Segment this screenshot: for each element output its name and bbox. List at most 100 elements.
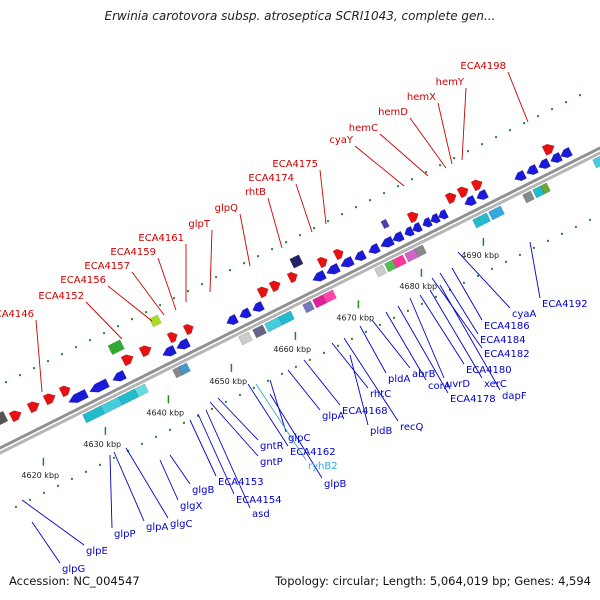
tick-dot [588,218,591,221]
reverse-label-cyaa-31: cyaA [512,309,537,320]
tick-dot [378,323,381,326]
forward-gene [444,192,457,205]
reverse-gene [430,212,441,224]
reverse-label-xerc-26: xerC [484,379,507,390]
reverse-gene [112,369,127,382]
tick-dot [131,318,134,321]
tick-dot [238,393,241,396]
reverse-label-glpb-14: glpB [324,479,346,490]
reverse-label-abrb-21-leader [371,319,411,369]
tick-dot [243,262,246,265]
tick-dot [5,381,8,384]
reverse-label-eca4182-28-leader [431,277,483,349]
reverse-label-xerc-26-leader [429,289,483,379]
reverse-block [178,362,191,376]
reverse-label-plda-20-leader [359,325,387,374]
reverse-label-eca4186-30-leader [451,267,483,321]
reverse-label-eca4154-8: ECA4154 [236,495,282,506]
forward-gene [316,256,328,269]
forward-label-eca4152: ECA4152 [38,291,84,302]
tick-dot [518,253,521,256]
reverse-label-asd-9-leader [205,409,251,509]
forward-label-hemc: hemC [349,123,378,134]
tick-dot [537,115,540,118]
reverse-block [522,190,535,204]
reverse-gene [226,313,239,326]
reverse-block [540,182,551,195]
reverse-label-glpa-15-leader [287,369,321,411]
tick-dot [364,330,367,333]
forward-label-eca4156-leader [107,285,153,322]
reverse-label-glgc-4: glgC [170,519,192,530]
forward-gene [166,331,178,344]
tick-dot [33,367,36,370]
kbp-4680-label: 4680 kbp [399,282,437,291]
tick-dot [61,353,64,356]
reverse-label-cyaa-31-leader [457,251,511,309]
tick-dot [56,484,59,487]
reverse-label-glpp-2: glpP [114,529,136,540]
reverse-gene [550,151,563,164]
tick-dot [383,192,386,195]
reverse-gene [312,269,327,282]
forward-label-eca4198: ECA4198 [460,61,506,72]
forward-gene [268,280,281,293]
reverse-label-glpb-14-leader [269,393,323,479]
reverse-gene [514,169,527,182]
kbp-4630-label: 4630 kbp [83,440,121,449]
forward-gene [332,248,344,261]
label-layer: ECA4146 ECA4152 ECA4156 ECA4157 ECA4159 ECA41… [0,61,588,575]
tick-dot [103,332,106,335]
reverse-label-rhtc-18: rhtC [370,389,391,400]
tick-dot [327,220,330,223]
reverse-gene [89,378,110,393]
reverse-gene [538,157,551,170]
backbone-lower [0,151,600,455]
reverse-label-glpa-3-leader [113,451,145,522]
tick-dot [434,295,437,298]
forward-label-cyay: cyaY [329,135,354,146]
tick-dot [145,311,148,314]
forward-gene [541,143,555,156]
tick-dot [75,346,78,349]
reverse-label-glpa-3: glpA [146,522,168,533]
tick-dot [462,281,465,284]
map-title: Erwinia carotovora subsp. atroseptica SC… [104,9,496,23]
forward-gene [42,393,56,406]
tick-dot [252,386,255,389]
kbp-4660-label: 4660 kbp [273,345,311,354]
forward-label-glpq: glpQ [215,203,238,214]
reverse-label-eca4192-32-leader [529,241,541,299]
backbone-layer [0,146,600,455]
reverse-block [374,264,387,278]
tick-dot [551,108,554,111]
tick-dot [159,304,162,307]
reverse-label-eca4153-7-leader [189,419,217,477]
accession-text: Accession: NC_004547 [9,574,140,588]
reverse-label-glpe-1-leader [21,499,85,546]
tick-dot [336,344,339,347]
tick-dot [532,246,535,249]
tick-dot [201,283,204,286]
forward-label-eca4156: ECA4156 [60,275,106,286]
tick-dot [271,248,274,251]
tick-dot [42,491,45,494]
reverse-gene [526,163,539,176]
forward-block-indigo [380,218,390,230]
tick-dot [187,290,190,293]
reverse-gene [392,230,405,243]
tick-dot [397,185,400,188]
tick-dot [257,255,260,258]
forward-label-eca4157: ECA4157 [84,261,130,272]
reverse-label-glpp-2-leader [109,454,113,529]
tick-dot [425,171,428,174]
tick-dot [210,407,213,410]
reverse-block [278,310,295,326]
forward-label-glpt: glpT [188,219,210,230]
reverse-label-glpa-15: glpA [322,411,344,422]
rna-label-ryhb2: ryhB2 [308,461,338,472]
forward-label-eca4146-leader [35,319,43,393]
reverse-label-uvrd-24-leader [409,297,445,379]
tick-dot [406,309,409,312]
forward-label-hemy: hemY [436,77,465,88]
